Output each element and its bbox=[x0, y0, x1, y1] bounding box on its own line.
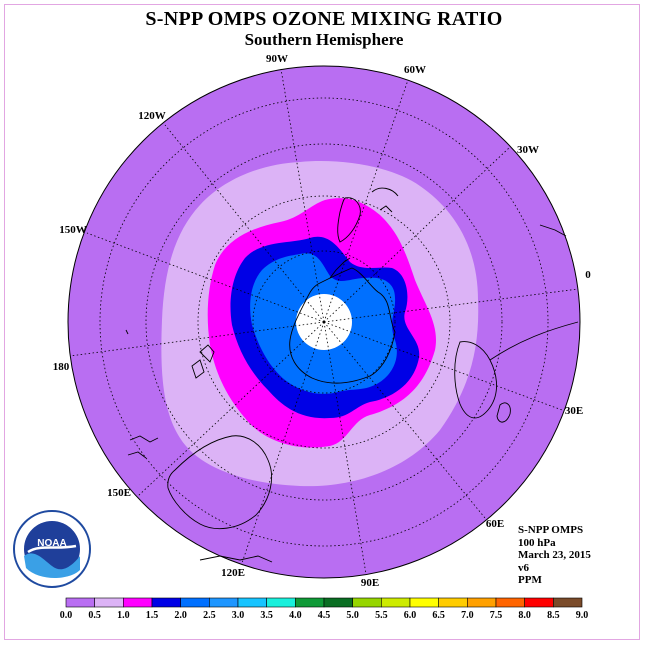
south-pole-marker bbox=[322, 320, 326, 324]
colorbar-swatch bbox=[151, 597, 181, 608]
lon-label-180: 180 bbox=[53, 361, 70, 373]
colorbar-swatch bbox=[553, 597, 583, 608]
colorbar-swatch bbox=[323, 597, 353, 608]
colorbar-swatch bbox=[237, 597, 267, 608]
lon-label-60e: 60E bbox=[486, 518, 504, 530]
colorbar-tick-label: 5.0 bbox=[346, 610, 359, 621]
colorbar-tick-label: 5.5 bbox=[375, 610, 388, 621]
colorbar-tick-label: 2.0 bbox=[174, 610, 187, 621]
info-date: March 23, 2015 bbox=[518, 549, 591, 561]
info-version: v6 bbox=[518, 561, 529, 574]
lon-label-150w: 150W bbox=[59, 224, 87, 236]
colorbar-tick-label: 3.5 bbox=[260, 610, 273, 621]
colorbar-swatch bbox=[180, 597, 210, 608]
colorbar-swatch bbox=[123, 597, 153, 608]
colorbar-swatch bbox=[467, 597, 497, 608]
info-instrument: S-NPP OMPS bbox=[518, 524, 584, 536]
colorbar-ticks: 0.0 0.5 1.0 1.5 2.0 2.5 3.0 3.5 4.0 4.5 5.0 5.5 6.0 6… bbox=[60, 610, 589, 621]
colorbar-swatch bbox=[381, 597, 411, 608]
colorbar-tick-label: 7.5 bbox=[490, 610, 503, 621]
colorbar-tick-label: 1.5 bbox=[146, 610, 159, 621]
colorbar-swatch bbox=[352, 597, 382, 608]
lon-label-90e: 90E bbox=[361, 577, 379, 589]
colorbar-tick-label: 4.0 bbox=[289, 610, 302, 621]
lon-label-30w: 30W bbox=[517, 144, 539, 156]
longitude-labels: 90W 60W 30W 0 30E 60E 90E 120E 150E 180 … bbox=[53, 53, 592, 589]
plot-frame bbox=[4, 4, 640, 640]
colorbar-tick-label: 4.5 bbox=[318, 610, 331, 621]
colorbar-tick-label: 7.0 bbox=[461, 610, 474, 621]
lon-label-30e: 30E bbox=[565, 405, 583, 417]
lon-label-90w: 90W bbox=[266, 53, 288, 65]
lon-label-120e: 120E bbox=[221, 567, 245, 579]
info-level: 100 hPa bbox=[518, 536, 556, 549]
map-subtitle: Southern Hemisphere bbox=[244, 30, 404, 49]
map-title: S-NPP OMPS OZONE MIXING RATIO bbox=[145, 8, 503, 30]
info-units: PPM bbox=[518, 574, 542, 586]
noaa-logo-text: NOAA bbox=[37, 538, 66, 549]
coastlines bbox=[125, 187, 579, 563]
colorbar-tick-label: 3.0 bbox=[232, 610, 245, 621]
colorbar-tick-label: 6.5 bbox=[432, 610, 445, 621]
colorbar-swatch bbox=[409, 597, 439, 608]
noaa-logo: NOAA bbox=[13, 510, 91, 588]
colorbar-tick-label: 9.0 bbox=[576, 610, 589, 621]
colorbar-swatch bbox=[94, 597, 124, 608]
colorbar-swatch bbox=[524, 597, 554, 608]
lon-label-60w: 60W bbox=[404, 64, 426, 76]
colorbar-swatch bbox=[266, 597, 296, 608]
colorbar-swatch bbox=[438, 597, 468, 608]
colorbar-tick-label: 8.0 bbox=[518, 610, 531, 621]
colorbar-tick-label: 0.0 bbox=[60, 610, 73, 621]
graticule bbox=[69, 68, 579, 575]
lon-label-120w: 120W bbox=[138, 110, 166, 122]
colorbar-tick-label: 0.5 bbox=[88, 610, 101, 621]
colorbar-swatch bbox=[209, 597, 239, 608]
colorbar-swatches bbox=[65, 597, 583, 608]
colorbar-tick-label: 2.5 bbox=[203, 610, 216, 621]
lon-label-150e: 150E bbox=[107, 487, 131, 499]
colorbar-tick-label: 1.0 bbox=[117, 610, 130, 621]
colorbar-tick-label: 8.5 bbox=[547, 610, 560, 621]
colorbar-swatch bbox=[65, 597, 95, 608]
colorbar-swatch bbox=[295, 597, 325, 608]
colorbar-tick-label: 6.0 bbox=[404, 610, 417, 621]
lon-label-0: 0 bbox=[585, 269, 591, 281]
colorbar-swatch bbox=[495, 597, 525, 608]
info-block: S-NPP OMPS 100 hPa March 23, 2015 v6 PPM bbox=[518, 524, 591, 587]
